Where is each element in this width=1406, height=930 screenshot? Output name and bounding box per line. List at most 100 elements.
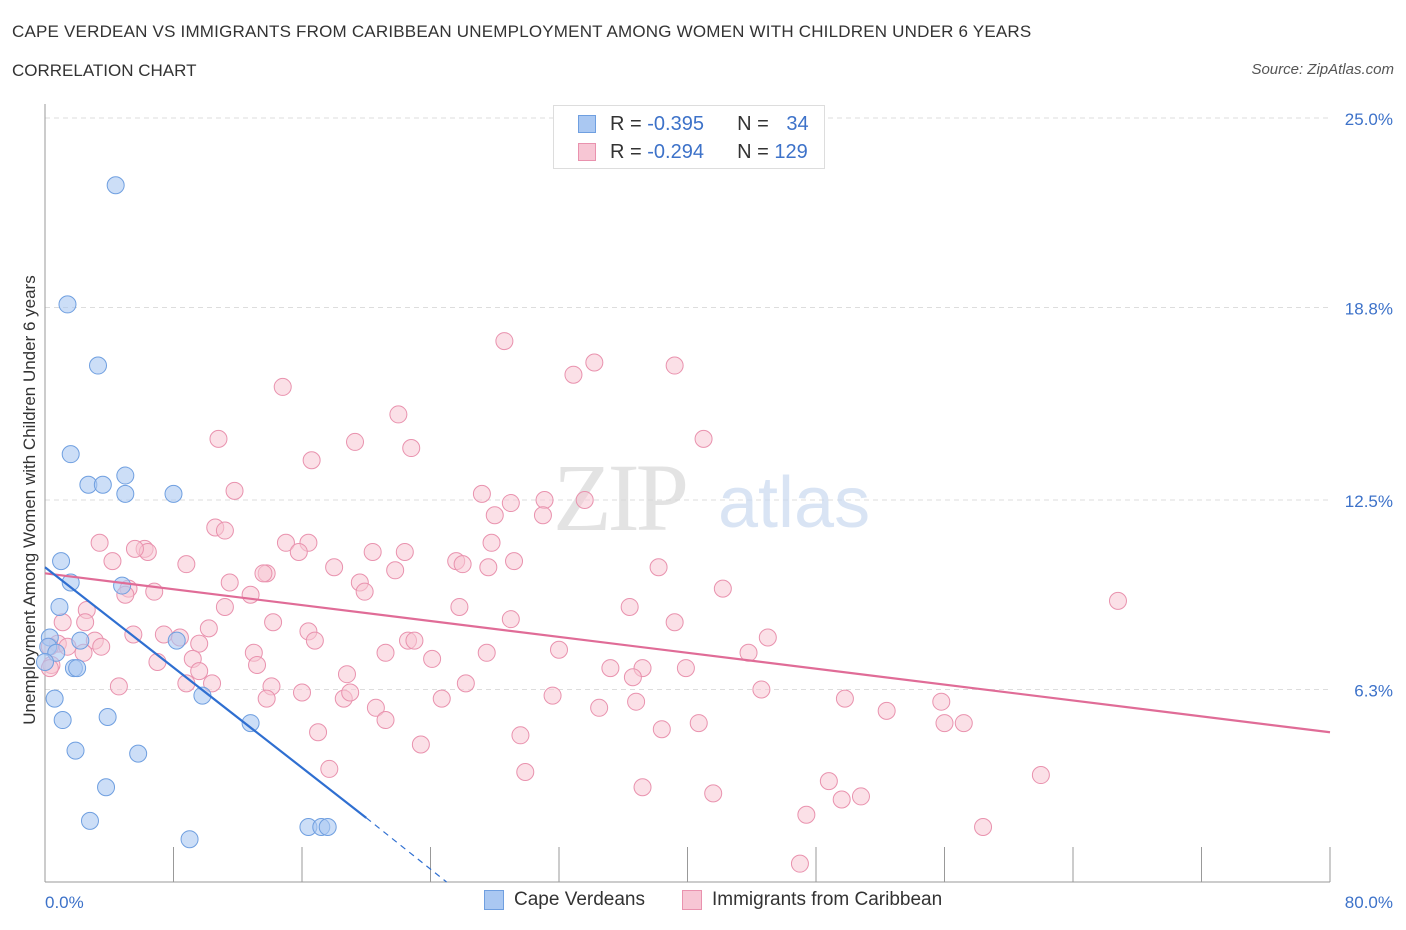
n-label: N = — [737, 141, 775, 163]
cape-verdean-points — [36, 176, 337, 849]
chart-subtitle: CORRELATION CHART — [12, 61, 197, 80]
cape-verdean-point — [58, 295, 77, 314]
caribbean-point — [423, 649, 442, 668]
r-label: R = — [610, 141, 648, 163]
caribbean-point — [533, 506, 552, 525]
trend-lines — [44, 566, 1331, 883]
axes-layer — [44, 104, 1331, 883]
y-tick-label: 25.0% — [1345, 110, 1393, 129]
caribbean-point — [456, 674, 475, 693]
caribbean-point — [320, 759, 339, 778]
cape-verdean-point — [106, 176, 125, 195]
caribbean-point — [276, 533, 295, 552]
caribbean-point — [585, 353, 604, 372]
caribbean-point — [389, 405, 408, 424]
caribbean-point — [346, 432, 365, 451]
caribbean-point — [511, 726, 530, 745]
cape-verdean-point — [113, 576, 132, 595]
caribbean-point — [209, 429, 228, 448]
caribbean-point — [376, 711, 395, 730]
watermark-atlas: atlas — [718, 463, 870, 543]
caribbean-point — [954, 714, 973, 733]
caribbean-point — [341, 683, 360, 702]
caribbean-point — [472, 484, 491, 503]
caribbean-point — [623, 668, 642, 687]
caribbean-point — [835, 689, 854, 708]
caribbean-point — [501, 494, 520, 513]
caribbean-point — [363, 542, 382, 561]
cape-verdean-point — [80, 811, 99, 830]
cape-verdean-point — [167, 631, 186, 650]
cape-verdean-trend-extension — [365, 817, 447, 883]
caribbean-point — [203, 674, 222, 693]
source-label: Source: ZipAtlas.com — [1251, 61, 1394, 78]
cape-verdean-point — [53, 711, 72, 730]
caribbean-point — [355, 582, 374, 601]
caribbean-point — [758, 628, 777, 647]
caribbean-point — [254, 564, 273, 583]
x-tick-label: 80.0% — [1345, 893, 1393, 912]
caribbean-point — [376, 643, 395, 662]
caribbean-point — [366, 698, 385, 717]
caribbean-point — [851, 787, 870, 806]
caribbean-point — [575, 491, 594, 509]
caribbean-point — [694, 429, 713, 448]
caribbean-point — [797, 805, 816, 824]
caribbean-point — [289, 542, 308, 561]
cape-verdean-point — [45, 689, 64, 708]
caribbean-point — [495, 332, 514, 351]
caribbean-point — [190, 634, 209, 653]
cape-verdean-point — [93, 475, 112, 494]
caribbean-point — [76, 613, 95, 632]
caribbean-point — [273, 377, 292, 396]
watermark-layer: ZIP atlas — [553, 444, 870, 551]
caribbean-point — [199, 619, 218, 638]
cape-verdean-point — [129, 744, 148, 763]
tick-labels: 6.3% 12.5% 18.8% 25.0% 0.0% 80.0% — [45, 110, 1393, 912]
pink-swatch — [578, 143, 596, 161]
caribbean-point — [103, 552, 122, 571]
y-tick-label: 18.8% — [1345, 299, 1393, 318]
caribbean-point — [877, 701, 896, 720]
caribbean-point — [832, 790, 851, 809]
x-tick-label: 0.0% — [45, 893, 84, 912]
grid-layer — [45, 117, 1330, 690]
watermark-zip: ZIP — [553, 444, 686, 551]
caribbean-point — [482, 533, 501, 552]
caribbean-point — [302, 451, 321, 470]
caribbean-point — [325, 558, 344, 577]
caribbean-point — [652, 720, 671, 739]
correlation-legend: R = -0.395 N = 34 R = -0.294 N = 129 — [553, 105, 825, 169]
caribbean-point — [386, 561, 405, 580]
pink-swatch — [682, 890, 702, 910]
cape-verdean-point — [116, 484, 135, 503]
caribbean-point — [215, 521, 234, 540]
n-label: N = — [737, 113, 775, 135]
caribbean-point — [932, 692, 951, 711]
caribbean-point — [450, 597, 469, 616]
cape-verdean-point — [61, 445, 80, 464]
cape-verdean-point — [50, 597, 69, 616]
cape-verdean-point — [318, 817, 337, 836]
r-value: -0.294 — [647, 141, 704, 163]
caribbean-point — [689, 714, 708, 733]
caribbean-point — [215, 597, 234, 616]
chart-title: CAPE VERDEAN VS IMMIGRANTS FROM CARIBBEA… — [12, 22, 1032, 41]
caribbean-point — [220, 573, 239, 592]
caribbean-point — [479, 558, 498, 577]
caribbean-point — [713, 579, 732, 598]
caribbean-point — [305, 631, 324, 650]
y-tick-label: 6.3% — [1354, 681, 1393, 700]
cape-verdean-point — [61, 573, 80, 592]
cape-verdean-point — [164, 484, 183, 503]
legend-label: Cape Verdeans — [514, 889, 645, 910]
caribbean-point — [633, 778, 652, 797]
caribbean-point — [1031, 766, 1050, 785]
caribbean-point — [627, 692, 646, 711]
cape-verdean-point — [116, 466, 135, 485]
caribbean-point — [92, 637, 111, 656]
caribbean-point — [395, 542, 414, 561]
caribbean-point — [293, 683, 311, 702]
y-tick-label: 12.5% — [1345, 492, 1393, 511]
